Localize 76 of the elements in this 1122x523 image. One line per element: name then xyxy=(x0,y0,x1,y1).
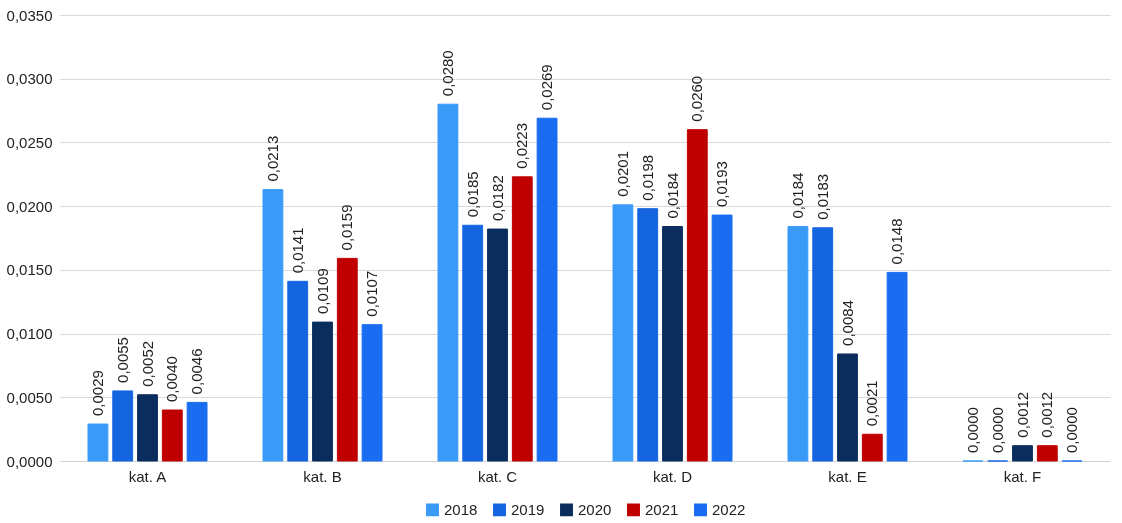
bar xyxy=(1036,445,1058,462)
data-label: 0,0201 xyxy=(613,150,631,197)
y-tick-label: 0,0050 xyxy=(6,388,53,406)
bar xyxy=(886,271,908,462)
x-tick-label: kat. F xyxy=(1003,467,1042,485)
bar xyxy=(1012,445,1033,462)
data-label: 0,0000 xyxy=(1063,407,1081,453)
bar xyxy=(861,433,883,462)
data-label: 0,0148 xyxy=(888,218,906,265)
data-label: 0,0107 xyxy=(363,270,381,317)
bar xyxy=(336,257,358,462)
bar xyxy=(662,226,683,462)
data-label: 0,0269 xyxy=(538,64,556,111)
x-tick-label: kat. E xyxy=(828,467,867,485)
data-label: 0,0185 xyxy=(463,171,481,218)
bar xyxy=(287,280,309,462)
data-label: 0,0046 xyxy=(188,348,206,395)
bar xyxy=(186,401,208,462)
data-label: 0,0182 xyxy=(488,175,506,222)
legend-label: 2020 xyxy=(578,500,612,518)
data-label: 0,0012 xyxy=(1038,391,1056,438)
data-label: 0,0198 xyxy=(638,154,656,201)
data-label: 0,0000 xyxy=(988,407,1006,453)
data-label: 0,0159 xyxy=(338,204,356,251)
x-tick-label: kat. C xyxy=(477,467,518,485)
y-tick-label: 0,0250 xyxy=(6,133,53,151)
legend-label: 2019 xyxy=(511,500,545,518)
bar xyxy=(812,227,834,462)
bar xyxy=(787,226,809,462)
data-label: 0,0183 xyxy=(813,173,831,220)
bar xyxy=(511,176,533,462)
bar xyxy=(686,129,708,462)
data-label: 0,0084 xyxy=(838,300,856,346)
data-label: 0,0141 xyxy=(288,227,306,274)
data-label: 0,0260 xyxy=(688,75,706,122)
data-label: 0,0184 xyxy=(663,172,681,219)
data-label: 0,0280 xyxy=(438,50,456,97)
bar xyxy=(137,394,158,462)
bar xyxy=(262,189,284,462)
bar xyxy=(312,321,333,462)
data-label: 0,0223 xyxy=(513,122,531,169)
x-tick-label: kat. B xyxy=(303,467,342,485)
bar xyxy=(637,208,659,462)
bar xyxy=(837,353,858,462)
y-tick-label: 0,0350 xyxy=(6,6,53,24)
y-tick-label: 0,0100 xyxy=(6,325,53,343)
bar xyxy=(536,117,558,462)
bar xyxy=(161,409,183,462)
data-label: 0,0012 xyxy=(1013,391,1031,438)
bar xyxy=(112,390,134,462)
data-label: 0,0193 xyxy=(713,161,731,208)
legend-label: 2021 xyxy=(645,500,679,518)
data-label: 0,0029 xyxy=(88,370,106,417)
y-tick-label: 0,0150 xyxy=(6,261,53,279)
legend-label: 2022 xyxy=(712,500,746,518)
x-tick-label: kat. D xyxy=(652,467,693,485)
data-label: 0,0021 xyxy=(863,380,881,427)
bar xyxy=(711,214,733,462)
bar xyxy=(612,204,634,462)
bar xyxy=(437,103,459,462)
y-tick-label: 0,0200 xyxy=(6,197,53,215)
data-label: 0,0055 xyxy=(113,337,131,383)
y-tick-label: 0,0300 xyxy=(6,70,53,88)
bar xyxy=(87,423,109,462)
data-label: 0,0213 xyxy=(263,135,281,182)
bar xyxy=(462,224,484,462)
data-label: 0,0109 xyxy=(313,268,331,315)
legend-label: 2018 xyxy=(444,500,478,518)
data-label: 0,0000 xyxy=(963,407,981,453)
data-label: 0,0052 xyxy=(138,340,156,387)
bar xyxy=(361,324,383,462)
data-label: 0,0040 xyxy=(163,356,181,403)
bar xyxy=(487,228,508,462)
x-tick-label: kat. A xyxy=(128,467,167,485)
data-label: 0,0184 xyxy=(788,172,806,219)
y-tick-label: 0,0000 xyxy=(6,452,53,470)
